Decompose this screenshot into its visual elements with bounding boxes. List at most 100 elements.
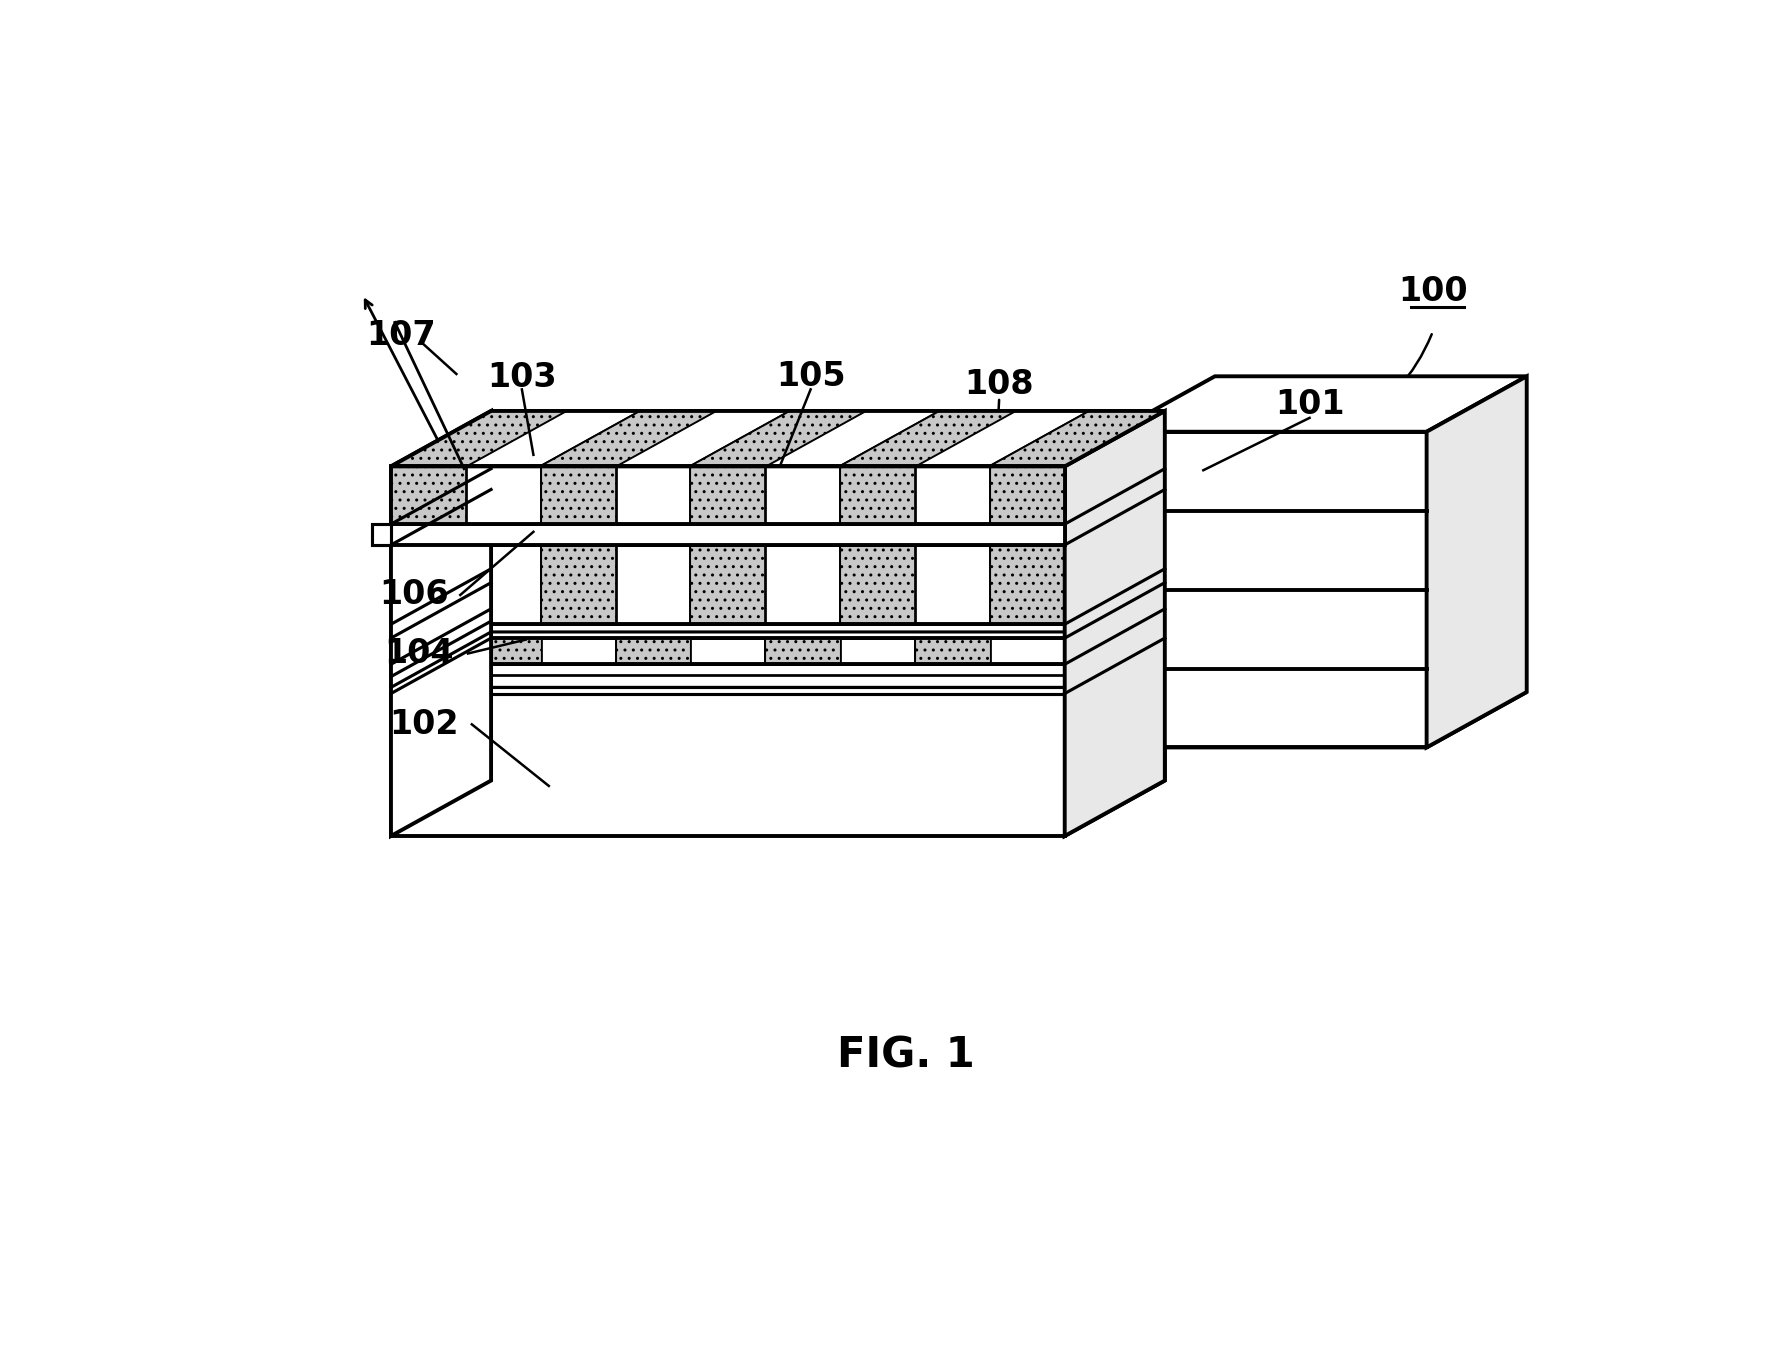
Polygon shape xyxy=(541,489,716,545)
Polygon shape xyxy=(990,545,1064,625)
Polygon shape xyxy=(691,466,766,525)
Polygon shape xyxy=(465,608,640,664)
Polygon shape xyxy=(766,489,941,545)
Polygon shape xyxy=(840,545,916,625)
Polygon shape xyxy=(840,545,916,625)
Text: 103: 103 xyxy=(486,361,557,395)
Polygon shape xyxy=(691,411,865,466)
Polygon shape xyxy=(391,525,1064,545)
Polygon shape xyxy=(541,489,716,545)
Polygon shape xyxy=(766,638,840,664)
Polygon shape xyxy=(391,411,492,836)
Polygon shape xyxy=(615,608,790,664)
Polygon shape xyxy=(691,466,766,525)
Polygon shape xyxy=(391,687,1064,694)
Polygon shape xyxy=(840,466,916,525)
Polygon shape xyxy=(840,608,1015,664)
Polygon shape xyxy=(916,466,990,525)
Polygon shape xyxy=(615,545,691,625)
Text: 102: 102 xyxy=(389,708,460,741)
Polygon shape xyxy=(990,489,1165,545)
Polygon shape xyxy=(990,411,1165,466)
Polygon shape xyxy=(691,608,865,664)
Polygon shape xyxy=(391,631,1165,687)
Text: 105: 105 xyxy=(776,360,845,393)
Polygon shape xyxy=(691,489,865,545)
Polygon shape xyxy=(1116,376,1528,431)
Polygon shape xyxy=(391,545,465,625)
Polygon shape xyxy=(391,638,1064,675)
Polygon shape xyxy=(990,411,1165,466)
Polygon shape xyxy=(541,608,716,664)
Polygon shape xyxy=(916,638,990,664)
Polygon shape xyxy=(916,608,1089,664)
Polygon shape xyxy=(465,545,541,625)
Text: 106: 106 xyxy=(380,579,449,611)
Polygon shape xyxy=(1116,692,1528,748)
Polygon shape xyxy=(615,489,790,545)
Polygon shape xyxy=(465,489,640,545)
Polygon shape xyxy=(391,694,1064,836)
Polygon shape xyxy=(916,545,990,625)
Polygon shape xyxy=(541,411,716,466)
Polygon shape xyxy=(615,411,790,466)
Polygon shape xyxy=(916,638,990,664)
Polygon shape xyxy=(766,411,941,466)
Polygon shape xyxy=(990,466,1064,525)
Polygon shape xyxy=(371,525,391,545)
Polygon shape xyxy=(916,489,1089,545)
Polygon shape xyxy=(391,621,1165,676)
Polygon shape xyxy=(391,638,465,664)
Polygon shape xyxy=(766,466,840,525)
Polygon shape xyxy=(541,466,615,525)
Polygon shape xyxy=(1116,431,1427,748)
Polygon shape xyxy=(541,411,716,466)
Polygon shape xyxy=(541,466,615,525)
Text: 100: 100 xyxy=(1398,274,1467,308)
Polygon shape xyxy=(766,545,840,625)
Polygon shape xyxy=(615,638,691,664)
Text: 101: 101 xyxy=(1275,388,1344,422)
Polygon shape xyxy=(465,608,640,664)
Text: 108: 108 xyxy=(965,368,1034,400)
Polygon shape xyxy=(691,638,766,664)
Polygon shape xyxy=(391,489,566,545)
Polygon shape xyxy=(990,466,1064,525)
Polygon shape xyxy=(990,608,1165,664)
Polygon shape xyxy=(391,676,1064,687)
Polygon shape xyxy=(1064,638,1165,836)
Polygon shape xyxy=(615,638,691,664)
Polygon shape xyxy=(691,489,865,545)
Polygon shape xyxy=(391,466,465,525)
Polygon shape xyxy=(465,411,640,466)
Polygon shape xyxy=(916,411,1089,466)
Polygon shape xyxy=(541,545,615,625)
Polygon shape xyxy=(615,466,691,525)
Polygon shape xyxy=(465,638,541,664)
Polygon shape xyxy=(691,545,766,625)
Polygon shape xyxy=(541,545,615,625)
Polygon shape xyxy=(391,608,566,664)
Polygon shape xyxy=(840,411,1015,466)
Polygon shape xyxy=(766,608,941,664)
Polygon shape xyxy=(840,489,1015,545)
Polygon shape xyxy=(615,608,790,664)
Polygon shape xyxy=(391,545,465,625)
Polygon shape xyxy=(840,489,1015,545)
Polygon shape xyxy=(1427,376,1528,748)
Polygon shape xyxy=(766,638,840,664)
Polygon shape xyxy=(465,638,541,664)
Polygon shape xyxy=(391,466,465,525)
Polygon shape xyxy=(391,411,566,466)
Text: FIG. 1: FIG. 1 xyxy=(838,1034,974,1076)
Polygon shape xyxy=(391,638,1165,694)
Text: 104: 104 xyxy=(385,637,454,671)
Polygon shape xyxy=(990,489,1165,545)
Polygon shape xyxy=(990,545,1064,625)
Polygon shape xyxy=(840,638,916,664)
Polygon shape xyxy=(840,411,1015,466)
Polygon shape xyxy=(391,489,566,545)
Polygon shape xyxy=(691,411,865,466)
Text: 107: 107 xyxy=(366,319,435,352)
Polygon shape xyxy=(990,638,1064,664)
